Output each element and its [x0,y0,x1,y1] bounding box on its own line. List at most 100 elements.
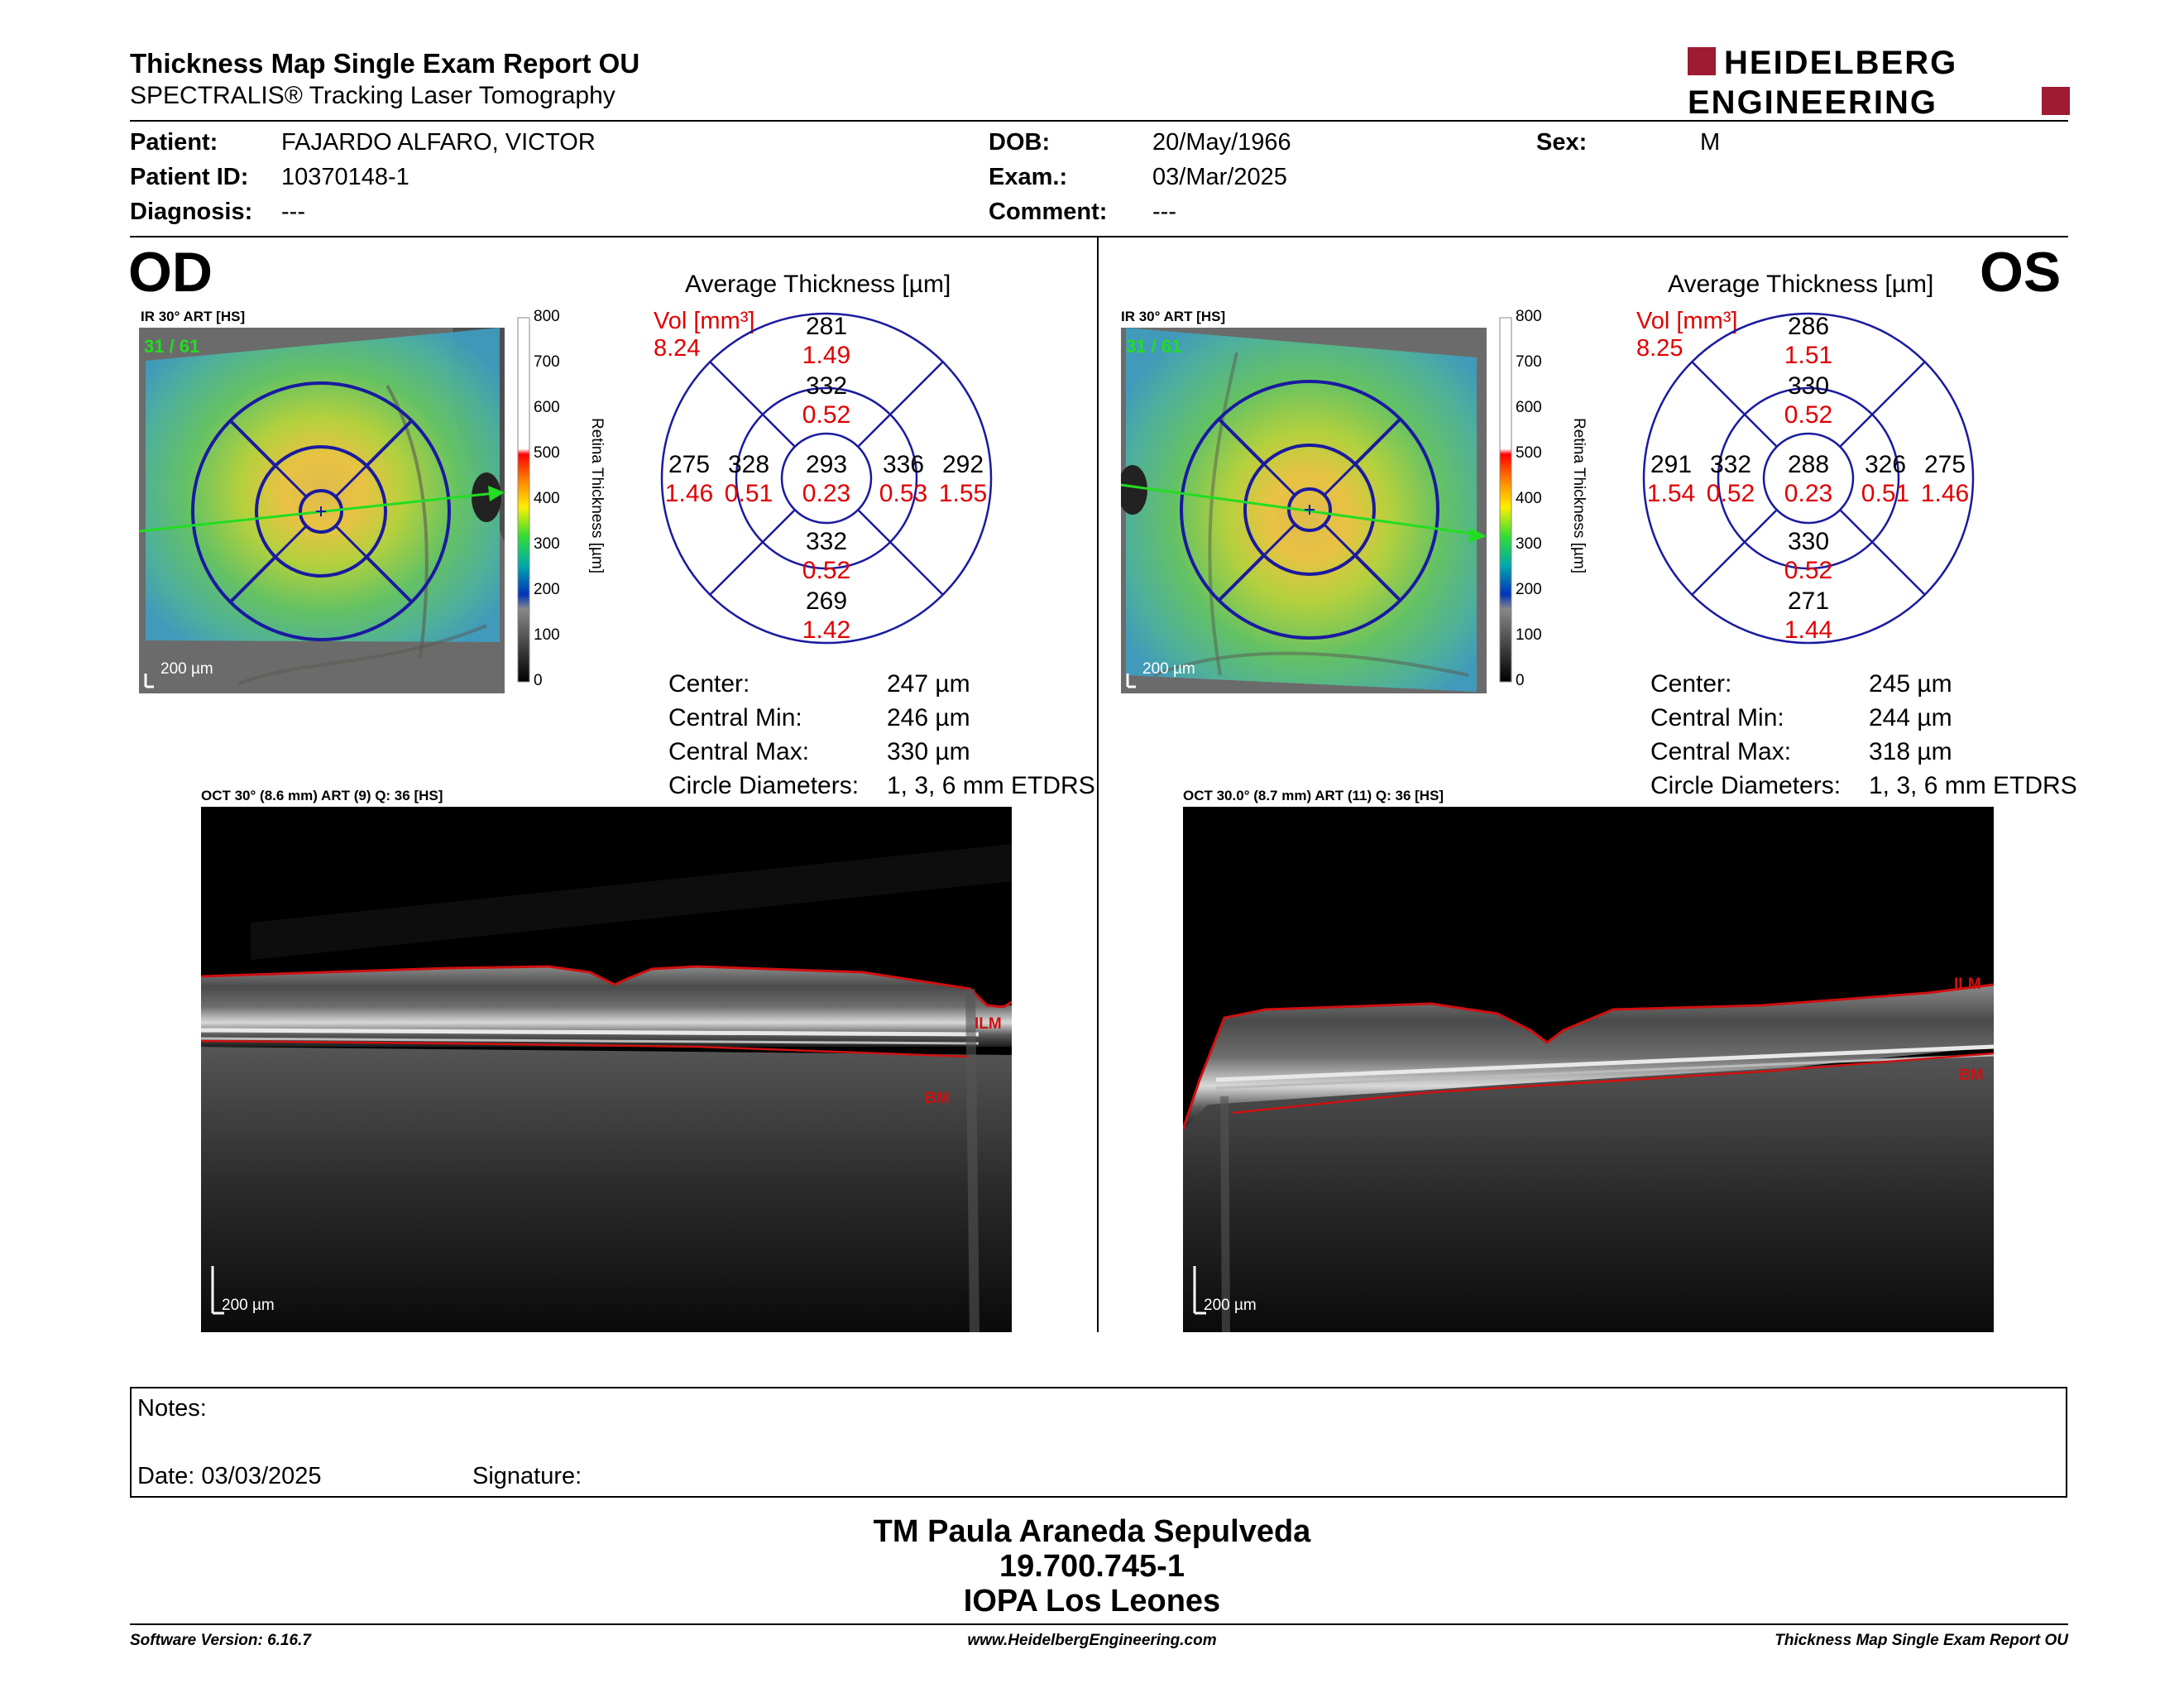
os-outer-left-v: 1.54 [1646,480,1696,507]
od-stat-center-value: 247 µm [887,670,970,698]
od-stat-max-label: Central Max: [668,738,810,765]
sex-value: M [1700,129,1721,156]
os-inner-left-v: 0.52 [1706,480,1755,507]
os-outer-inf-v: 1.44 [1784,616,1833,644]
os-inner-inf-v: 0.52 [1784,557,1833,584]
od-tick-800: 800 [534,308,560,325]
os-outer-sup-t: 286 [1787,313,1830,340]
od-oct-caption: OCT 30° (8.6 mm) ART (9) Q: 36 [HS] [201,788,443,803]
os-inner-right-t: 326 [1864,451,1907,478]
od-inner-sup-t: 332 [805,372,848,400]
software-version: Software Version: 6.16.7 [130,1632,311,1649]
od-inner-left-v: 0.51 [724,480,774,507]
os-inner-sup-t: 330 [1787,372,1830,400]
od-outer-sup-v: 1.49 [802,342,851,369]
os-outer-inf-t: 271 [1787,587,1830,615]
od-outer-left-v: 1.46 [664,480,714,507]
os-vol-label: Vol [mm³] [1636,308,1738,334]
od-oct-scale: 200 µm [222,1297,275,1314]
os-tick-300: 300 [1516,535,1542,553]
os-stat-diam-label: Circle Diameters: [1650,772,1842,799]
od-stat-max-value: 330 µm [887,738,970,765]
od-inner-inf-v: 0.52 [802,557,851,584]
os-bm-label: BM [1959,1067,1984,1084]
od-outer-inf-v: 1.42 [802,616,851,644]
report-title: Thickness Map Single Exam Report OU [130,48,640,79]
od-etdrs-grid [660,312,993,645]
od-outer-sup-t: 281 [805,313,848,340]
os-outer-sup-v: 1.51 [1784,342,1833,369]
logo-line2: ENGINEERING [1688,84,1937,118]
od-ir-scale: 200 µm [160,660,213,678]
od-inner-right-t: 336 [882,451,925,478]
os-center-t: 288 [1787,451,1830,478]
notes-label: Notes: [137,1395,207,1422]
os-tick-600: 600 [1516,399,1542,416]
od-tick-600: 600 [534,399,560,416]
os-colorbar [1499,317,1512,683]
os-tick-200: 200 [1516,581,1542,598]
od-tick-200: 200 [534,581,560,598]
od-outer-inf-t: 269 [805,587,848,615]
dob-value: 20/May/1966 [1152,129,1291,156]
date-label: Date: 03/03/2025 [137,1463,322,1489]
signer-institution: IOPA Los Leones [963,1584,1221,1618]
od-avg-title: Average Thickness [µm] [685,271,951,298]
od-frame-counter: 31 / 61 [144,336,199,357]
notes-box[interactable]: Notes: Date: 03/03/2025 Signature: [130,1387,2067,1498]
os-etdrs-grid [1642,312,1975,645]
diagnosis-label: Diagnosis: [130,199,253,225]
os-oct-scan: ILM BM 200 µm [1183,807,1994,1332]
od-stat-center-label: Center: [668,670,750,698]
signer-id: 19.700.745-1 [999,1549,1185,1584]
signature-label: Signature: [472,1463,582,1489]
od-colorbar-label: Retina Thickness [µm] [588,418,606,573]
od-stat-min-label: Central Min: [668,704,802,731]
os-outer-right-t: 275 [1923,451,1966,478]
logo-line1: HEIDELBERG [1724,46,1957,81]
od-stat-diam-label: Circle Diameters: [668,772,860,799]
os-inner-sup-v: 0.52 [1784,401,1833,429]
os-eye-label: OS [1980,241,2062,304]
od-fundus-map: 31 / 61 200 µm [139,328,505,693]
patient-label: Patient: [130,129,218,156]
comment-label: Comment: [989,199,1108,225]
os-stat-max-value: 318 µm [1869,738,1952,765]
patient-id: 10370148-1 [281,164,410,190]
od-ilm-label: ILM [975,1015,1002,1033]
os-stat-max-label: Central Max: [1650,738,1792,765]
diagnosis-value: --- [281,199,305,225]
os-colorbar-label: Retina Thickness [µm] [1570,418,1588,573]
signer-name: TM Paula Araneda Sepulveda [873,1514,1311,1549]
od-inner-left-t: 328 [727,451,770,478]
footer-website[interactable]: www.HeidelbergEngineering.com [967,1632,1217,1649]
os-vol-total: 8.25 [1636,335,1684,362]
od-outer-right-v: 1.55 [938,480,988,507]
sex-label: Sex: [1536,129,1588,156]
dob-label: DOB: [989,129,1051,156]
os-inner-left-t: 332 [1709,451,1752,478]
od-tick-400: 400 [534,490,560,507]
os-oct-scale: 200 µm [1204,1297,1257,1314]
os-tick-800: 800 [1516,308,1542,325]
os-oct-caption: OCT 30.0° (8.7 mm) ART (11) Q: 36 [HS] [1183,788,1444,803]
od-bm-label: BM [925,1090,950,1107]
os-center-v: 0.23 [1784,480,1833,507]
os-stat-diam-value: 1, 3, 6 mm ETDRS [1869,772,2077,799]
os-tick-500: 500 [1516,444,1542,462]
os-tick-100: 100 [1516,626,1542,644]
os-fundus-map: 31 / 61 200 µm [1121,328,1487,693]
os-stat-min-value: 244 µm [1869,704,1952,731]
od-colorbar [517,317,530,683]
od-tick-0: 0 [534,672,543,689]
od-tick-100: 100 [534,626,560,644]
os-stat-center-label: Center: [1650,670,1732,698]
exam-label: Exam.: [989,164,1068,190]
os-outer-left-t: 291 [1650,451,1693,478]
heidelberg-logo: HEIDELBERG ENGINEERING [1688,46,2070,118]
os-inner-right-v: 0.51 [1861,480,1910,507]
od-stat-min-value: 246 µm [887,704,970,731]
comment-value: --- [1152,199,1176,225]
patient-id-label: Patient ID: [130,164,249,190]
od-tick-300: 300 [534,535,560,553]
